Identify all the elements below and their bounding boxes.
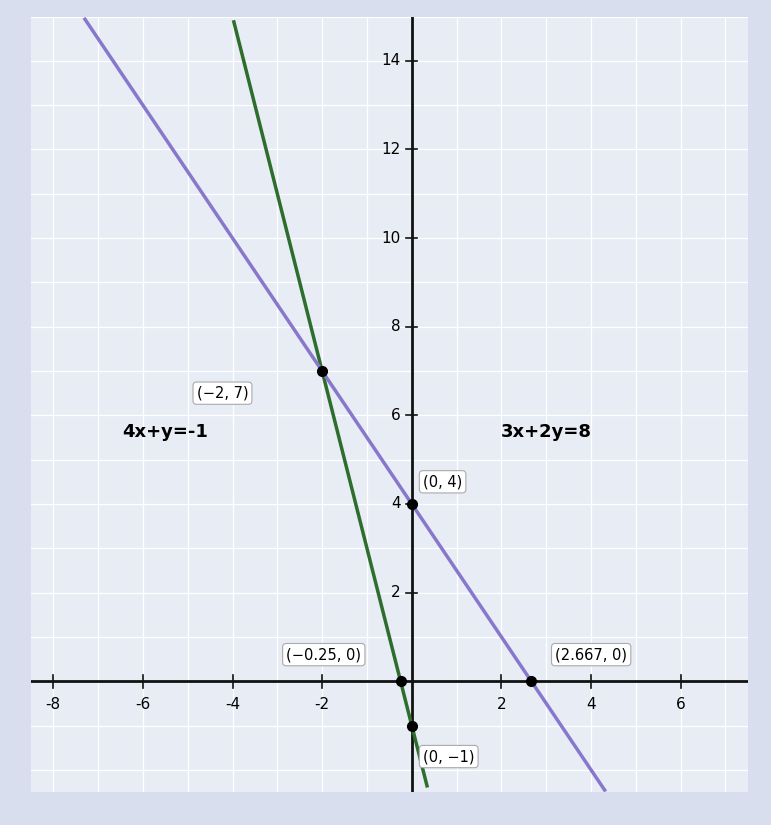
Text: -8: -8 (45, 697, 61, 712)
Text: 4: 4 (586, 697, 596, 712)
Text: 6: 6 (391, 408, 401, 423)
Text: 12: 12 (382, 142, 401, 157)
Text: 4: 4 (391, 497, 401, 512)
Text: 4x+y=-1: 4x+y=-1 (123, 423, 208, 441)
Text: -4: -4 (225, 697, 240, 712)
Text: 2: 2 (497, 697, 507, 712)
Text: (−0.25, 0): (−0.25, 0) (286, 647, 362, 662)
Text: 6: 6 (675, 697, 685, 712)
Text: 3x+2y=8: 3x+2y=8 (500, 423, 591, 441)
Text: (0, 4): (0, 4) (423, 474, 463, 489)
Text: -2: -2 (315, 697, 330, 712)
Text: -6: -6 (135, 697, 150, 712)
Text: 2: 2 (391, 585, 401, 600)
Text: 10: 10 (382, 230, 401, 246)
Text: (2.667, 0): (2.667, 0) (555, 647, 627, 662)
Text: 14: 14 (382, 54, 401, 68)
Text: (0, −1): (0, −1) (423, 749, 474, 764)
Text: (−2, 7): (−2, 7) (197, 385, 248, 401)
Text: 8: 8 (391, 319, 401, 334)
